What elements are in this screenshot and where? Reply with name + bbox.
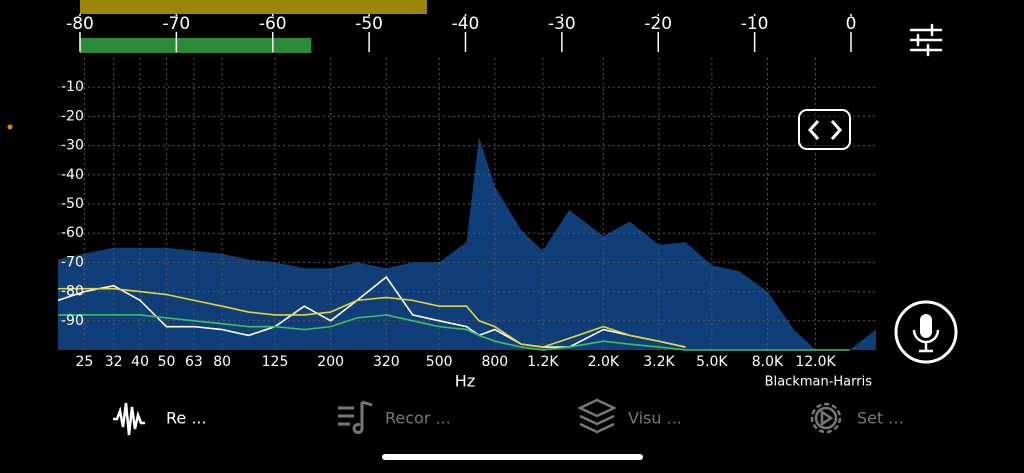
- spectrum-line: [58, 287, 686, 348]
- tab-icon: [577, 398, 617, 434]
- tab-label[interactable]: Re ...: [166, 409, 207, 428]
- meter-tick-label: -60: [259, 14, 287, 34]
- mic-button[interactable]: [894, 300, 958, 364]
- meter-tick-bg: [254, 16, 291, 32]
- x-tick-label: 800: [481, 354, 508, 370]
- y-tick-label: -10: [61, 79, 84, 95]
- tab-label[interactable]: Set ...: [857, 409, 904, 428]
- x-tick-label: 1.2K: [527, 354, 559, 370]
- spectrum-area: [58, 136, 876, 350]
- meter-tick-bg: [447, 16, 484, 32]
- meter-tick-bg: [62, 16, 98, 32]
- x-tick-label: 5.0K: [696, 354, 728, 370]
- spectrum-line: [58, 314, 850, 351]
- expand-button[interactable]: [798, 109, 851, 150]
- tab-bar: Re ... Recor ... Visu ... Set ...: [113, 398, 904, 436]
- y-tick-label: -40: [61, 167, 84, 183]
- tab-icon: [810, 402, 842, 434]
- x-tick-label: 12.0K: [795, 354, 836, 370]
- meter-tick-label: -50: [355, 14, 383, 34]
- meter-tick-bg: [833, 16, 869, 32]
- y-tick-label: -30: [61, 138, 84, 154]
- settings-button[interactable]: [909, 23, 943, 57]
- x-tick-label: 125: [262, 354, 289, 370]
- y-tick-label: -90: [61, 313, 84, 329]
- meter-tick-label: -10: [741, 14, 769, 34]
- meter-tick-label: -40: [452, 14, 480, 34]
- meter-tick-label: -70: [162, 14, 190, 34]
- x-tick-label: 50: [158, 354, 176, 370]
- meter-tick-label: -20: [644, 14, 672, 34]
- tab-label[interactable]: Recor ...: [385, 409, 451, 428]
- meter-tick-bg: [640, 16, 677, 32]
- window-label: Blackman-Harris: [765, 375, 873, 390]
- x-tick-label: 40: [131, 354, 149, 370]
- meter-tick-bg: [736, 16, 773, 32]
- x-tick-label: 200: [317, 354, 344, 370]
- x-tick-label: 63: [185, 354, 203, 370]
- meter-tick-bg: [543, 16, 580, 32]
- x-tick-label: 8.0K: [752, 354, 784, 370]
- y-tick-label: -60: [61, 225, 84, 241]
- x-tick-label: 3.2K: [643, 354, 675, 370]
- y-tick-label: -50: [61, 196, 84, 212]
- level-bar: [80, 0, 427, 14]
- meter-tick-bg: [351, 16, 388, 32]
- status-dot: [7, 124, 13, 130]
- meter-tick-label: -80: [66, 14, 94, 34]
- meter-tick-label: 0: [846, 14, 857, 34]
- home-indicator: [382, 454, 643, 460]
- tab-icon: [113, 402, 145, 436]
- x-tick-label: 32: [105, 354, 123, 370]
- x-tick-label: 500: [426, 354, 453, 370]
- x-axis-label: Hz: [455, 372, 475, 391]
- y-tick-label: -70: [61, 254, 84, 270]
- meter-tick-bg: [158, 16, 195, 32]
- x-tick-label: 320: [373, 354, 400, 370]
- x-tick-label: 25: [76, 354, 94, 370]
- y-tick-label: -80: [61, 284, 84, 300]
- y-tick-label: -20: [61, 108, 84, 124]
- x-tick-label: 2.0K: [588, 354, 620, 370]
- tab-icon: [338, 400, 373, 434]
- meter-tick-label: -30: [548, 14, 576, 34]
- spectrum-plot: -80 -70 -60 -50 -40 -30 -20 -10 0 -10 -20 -30 -40 -50…: [57, 0, 876, 391]
- tab-label[interactable]: Visu ...: [628, 409, 682, 428]
- x-tick-label: 80: [213, 354, 231, 370]
- level-bar: [80, 38, 312, 53]
